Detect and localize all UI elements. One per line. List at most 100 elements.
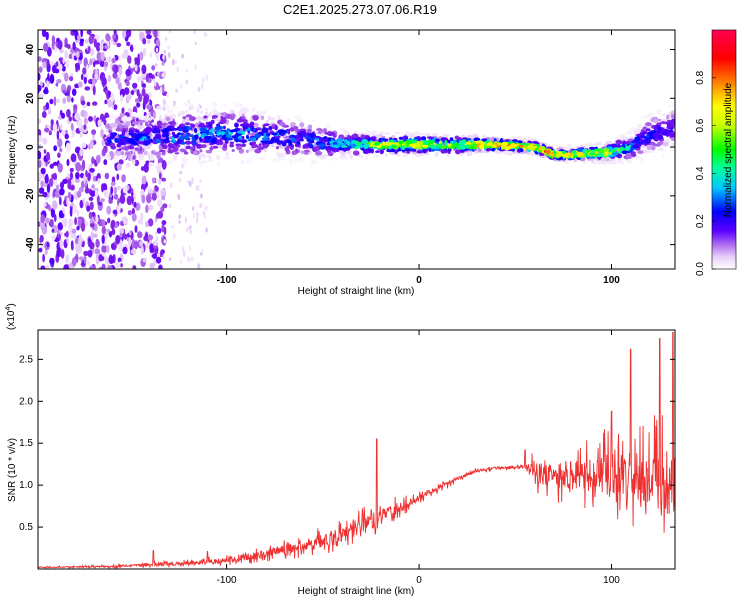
ridge-cell (210, 119, 215, 125)
noise-cell (70, 123, 74, 131)
ridge-cell (458, 140, 466, 146)
ridge-cell (331, 157, 338, 161)
ridge-cell (184, 140, 192, 145)
x-tick-label: 100 (603, 275, 620, 286)
ridge-cell (610, 160, 618, 165)
ridge-cell (459, 144, 467, 150)
ridge-cell (128, 129, 135, 134)
ridge-cell (137, 150, 143, 155)
noise-cell (155, 236, 159, 242)
noise-cell (79, 148, 84, 156)
ridge-cell (302, 146, 307, 149)
noise-cell (89, 241, 95, 250)
y-tick-label: 2.0 (19, 396, 33, 407)
noise-cell (38, 247, 43, 253)
noise-cell (111, 57, 116, 64)
ridge-cell (315, 151, 323, 156)
noise-cell (47, 73, 50, 82)
noise-cell (202, 211, 205, 215)
noise-cell (116, 173, 120, 181)
noise-cell (116, 185, 121, 190)
noise-cell (126, 162, 131, 168)
ridge-cell (120, 146, 126, 151)
noise-cell (38, 172, 43, 181)
noise-cell (48, 205, 52, 212)
ridge-cell (183, 160, 188, 166)
snr-scale-base: (x10 (6, 310, 17, 330)
noise-cell (159, 104, 162, 111)
noise-cell (132, 265, 137, 269)
noise-cell (65, 142, 71, 152)
ridge-cell (262, 127, 267, 131)
ridge-cell (278, 122, 286, 126)
ridge-cell (398, 136, 404, 140)
ridge-cell (378, 139, 382, 143)
noise-cell (38, 135, 42, 143)
noise-cell (194, 63, 197, 70)
ridge-cell (427, 136, 433, 139)
ridge-cell (653, 125, 658, 131)
ridge-cell (203, 135, 212, 140)
noise-cell (157, 71, 160, 77)
ridge-cell (299, 122, 305, 128)
noise-cell (103, 159, 108, 166)
ridge-cell (627, 158, 632, 165)
ridge-cell (209, 146, 214, 151)
noise-cell (99, 60, 105, 67)
y-tick-label: 40 (25, 44, 36, 56)
noise-cell (65, 129, 68, 134)
noise-cell (92, 77, 96, 87)
ridge-cell (293, 158, 299, 163)
ridge-cell (214, 126, 222, 130)
noise-cell (182, 246, 185, 252)
ridge-cell (314, 145, 321, 151)
noise-cell (196, 211, 199, 219)
ridge-cell (517, 148, 521, 153)
ridge-cell (604, 150, 609, 155)
noise-cell (165, 37, 168, 41)
snr-scale-close: ) (6, 303, 17, 306)
noise-cell (202, 76, 205, 84)
ridge-cell (647, 112, 653, 117)
ridge-cell (120, 151, 125, 156)
ridge-cell (199, 136, 202, 142)
noise-cell (68, 227, 73, 235)
noise-cell (64, 133, 69, 140)
noise-cell (107, 56, 112, 63)
ridge-cell (442, 134, 450, 137)
noise-cell (52, 161, 59, 166)
snr-panel: -100 0 100 0.5 1.0 1.5 2.0 2.5 Height of straig… (5, 303, 676, 597)
noise-cell (62, 58, 65, 64)
ridge-cell (262, 124, 266, 128)
ridge-cell (146, 145, 151, 149)
ridge-cell (414, 130, 420, 137)
ridge-cell (630, 146, 634, 152)
ridge-cell (164, 133, 170, 138)
noise-cell (94, 248, 101, 255)
ridge-cell (171, 128, 179, 131)
ridge-cell (650, 145, 656, 151)
ridge-cell (384, 132, 391, 135)
noise-cell (45, 217, 50, 224)
noise-cell (113, 104, 118, 110)
noise-cell (91, 129, 97, 136)
noise-cell (154, 186, 159, 192)
ridge-cell (241, 131, 246, 135)
y-tick-label: 20 (25, 92, 36, 104)
noise-cell (105, 33, 110, 42)
colorbar: 0.0 0.2 0.4 0.6 0.8 Normalized spectral ampl… (695, 29, 737, 276)
ridge-cell (662, 141, 669, 147)
noise-cell (106, 244, 110, 254)
ridge-cell (620, 160, 625, 166)
ridge-cell (173, 158, 178, 161)
noise-cell (178, 220, 181, 224)
noise-cell (200, 193, 203, 199)
noise-cell (67, 84, 72, 92)
noise-cell (189, 228, 192, 235)
ridge-cell (298, 157, 304, 163)
ridge-cell (656, 109, 662, 115)
noise-cell (61, 112, 66, 119)
noise-cell (130, 249, 137, 255)
ridge-cell (237, 136, 243, 140)
noise-cell (94, 72, 99, 80)
